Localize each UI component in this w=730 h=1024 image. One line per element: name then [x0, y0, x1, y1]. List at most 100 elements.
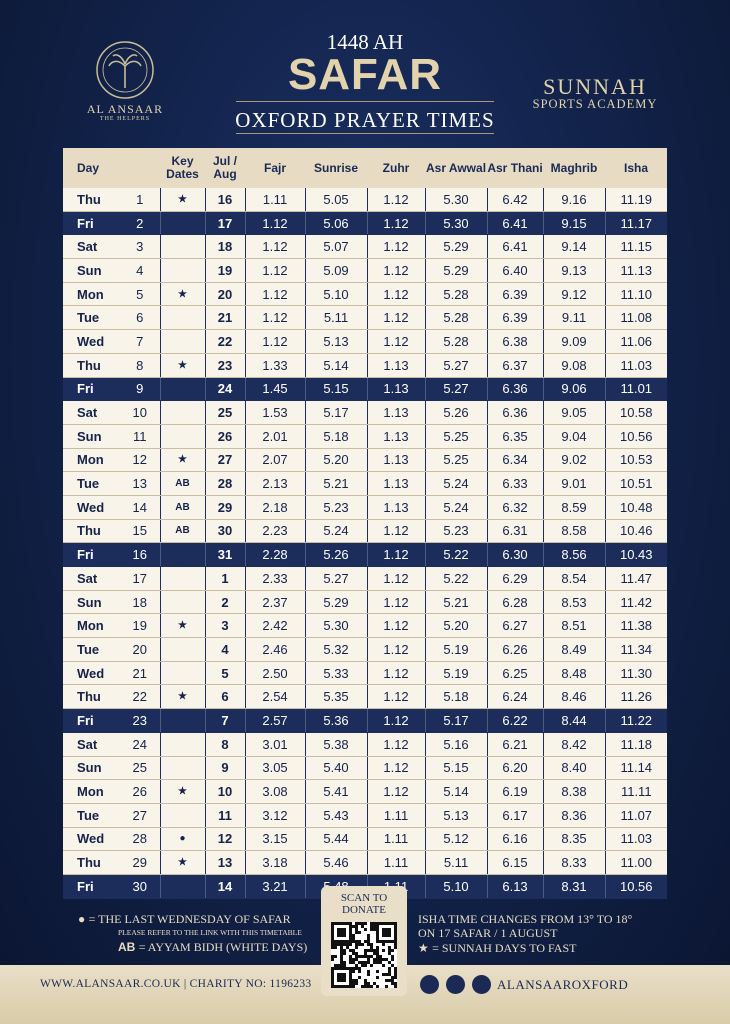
cell: 1.12: [366, 519, 426, 544]
cell: 1: [204, 566, 246, 591]
facebook-icon[interactable]: [420, 975, 439, 994]
cell: 10.48: [604, 495, 668, 520]
qr-code[interactable]: [331, 922, 397, 988]
cell: [159, 708, 206, 733]
cell: 5.18: [304, 424, 368, 449]
cell: 5.24: [424, 471, 488, 496]
cell: Sun: [63, 424, 120, 449]
legend-symbol: AB: [118, 940, 136, 954]
legend-symbol: ●: [78, 912, 86, 926]
cell: 23: [120, 708, 161, 733]
cell: 1.12: [366, 613, 426, 639]
cell: 3.01: [244, 732, 306, 757]
cell: Sun: [63, 590, 120, 615]
cell: 6.41: [486, 234, 544, 260]
table-row: Mon 5 ★ 20 1.12 5.10 1.12 5.28 6.39 9.12 11.10: [63, 282, 668, 307]
cell: 8.40: [542, 756, 606, 781]
table-row: Sun 25 9 3.05 5.40 1.12 5.15 6.20 8.40 11.14: [63, 756, 668, 781]
table-row: Wed 21 5 2.50 5.33 1.12 5.19 6.25 8.48 11.30: [63, 661, 668, 686]
cell: 9.14: [542, 234, 606, 260]
org-tagline: THE HELPERS: [99, 116, 151, 122]
table-row: Tue 6 21 1.12 5.11 1.12 5.28 6.39 9.11 11.08: [63, 305, 668, 331]
cell: 5.24: [304, 519, 368, 544]
table-row: Fri 2 17 1.12 5.06 1.12 5.30 6.41 9.15 11.17: [63, 211, 668, 236]
cell: 5.29: [424, 258, 488, 283]
cell: 9.13: [542, 258, 606, 283]
cell: Mon: [63, 613, 120, 639]
cell: 5.29: [424, 234, 488, 260]
cell: 11.18: [604, 732, 668, 757]
cell: 6.32: [486, 495, 544, 520]
cell: 10.43: [604, 542, 668, 567]
divider: [236, 133, 494, 134]
cell: 1.12: [366, 661, 426, 686]
cell: 9.05: [542, 400, 606, 425]
table-row: Thu 29 ★ 13 3.18 5.46 1.11 5.11 6.15 8.33 11.00: [63, 850, 668, 875]
cell: 5.11: [304, 305, 368, 331]
cell: 26: [204, 424, 246, 449]
cell: 5.23: [304, 495, 368, 520]
cell: Sun: [63, 258, 120, 283]
cell: 1.12: [244, 258, 306, 283]
cell: 5.12: [424, 827, 488, 852]
table-row: Wed 7 22 1.12 5.13 1.12 5.28 6.38 9.09 11.06: [63, 329, 668, 354]
cell: 8: [204, 732, 246, 757]
cell: 1.45: [244, 377, 306, 402]
table-row: Thu 22 ★ 6 2.54 5.35 1.12 5.18 6.24 8.46 11.26: [63, 684, 668, 710]
cell: 5.21: [424, 590, 488, 615]
cell: 2.42: [244, 613, 306, 639]
cell: 24: [120, 732, 161, 757]
cell: [159, 258, 206, 283]
cell: 3: [120, 234, 161, 260]
column-header: Jul / Aug: [205, 148, 246, 188]
cell: [159, 732, 206, 757]
cell: 29: [120, 850, 161, 875]
cell: 1.13: [366, 353, 426, 378]
cell: 5.15: [304, 377, 368, 402]
cell: Fri: [63, 542, 120, 567]
cell: 5.19: [424, 637, 488, 662]
cell: 5.30: [424, 211, 488, 236]
cell: 1.11: [366, 803, 426, 828]
cell: 2: [204, 590, 246, 615]
cell: 6.17: [486, 803, 544, 828]
cell: 5.26: [304, 542, 368, 567]
table-row: Thu 8 ★ 23 1.33 5.14 1.13 5.27 6.37 9.08 11.03: [63, 353, 668, 378]
cell: 6.33: [486, 471, 544, 496]
cell: 2.01: [244, 424, 306, 449]
cell: 1.13: [366, 471, 426, 496]
social-handle[interactable]: ALANSAAROXFORD: [497, 977, 629, 992]
cell: 5.16: [424, 732, 488, 757]
cell: Fri: [63, 211, 120, 236]
cell: 1.12: [366, 542, 426, 567]
cell: 1.53: [244, 400, 306, 425]
cell: 1.33: [244, 353, 306, 378]
column-header: Maghrib: [543, 148, 606, 188]
cell: Sat: [63, 234, 120, 260]
cell: 6.28: [486, 590, 544, 615]
table-row: Thu 15 AB 30 2.23 5.24 1.12 5.23 6.31 8.58 10.46: [63, 519, 668, 544]
column-header: Isha: [605, 148, 668, 188]
cell: 8.38: [542, 779, 606, 804]
cell: ★: [159, 850, 206, 875]
cell: 2.13: [244, 471, 306, 496]
cell: Thu: [63, 188, 120, 212]
cell: [159, 305, 206, 331]
cell: ★: [159, 188, 206, 212]
cell: 1.12: [244, 329, 306, 354]
youtube-icon[interactable]: [446, 975, 465, 994]
cell: 5.44: [304, 827, 368, 852]
cell: 10: [120, 400, 161, 425]
cell: 5.05: [304, 188, 368, 212]
cell: 1.12: [244, 305, 306, 331]
cell: 5.25: [424, 448, 488, 473]
instagram-icon[interactable]: [472, 975, 491, 994]
table-row: Sat 17 1 2.33 5.27 1.12 5.22 6.29 8.54 11.47: [63, 566, 668, 591]
partner-subtitle: SPORTS ACADEMY: [532, 97, 658, 111]
cell: 1.12: [366, 637, 426, 662]
cell: 5: [120, 282, 161, 307]
cell: 8.46: [542, 684, 606, 710]
cell: 19: [204, 258, 246, 283]
website[interactable]: WWW.ALANSAAR.CO.UK | CHARITY NO: 1196233: [40, 978, 312, 990]
cell: 5.20: [304, 448, 368, 473]
